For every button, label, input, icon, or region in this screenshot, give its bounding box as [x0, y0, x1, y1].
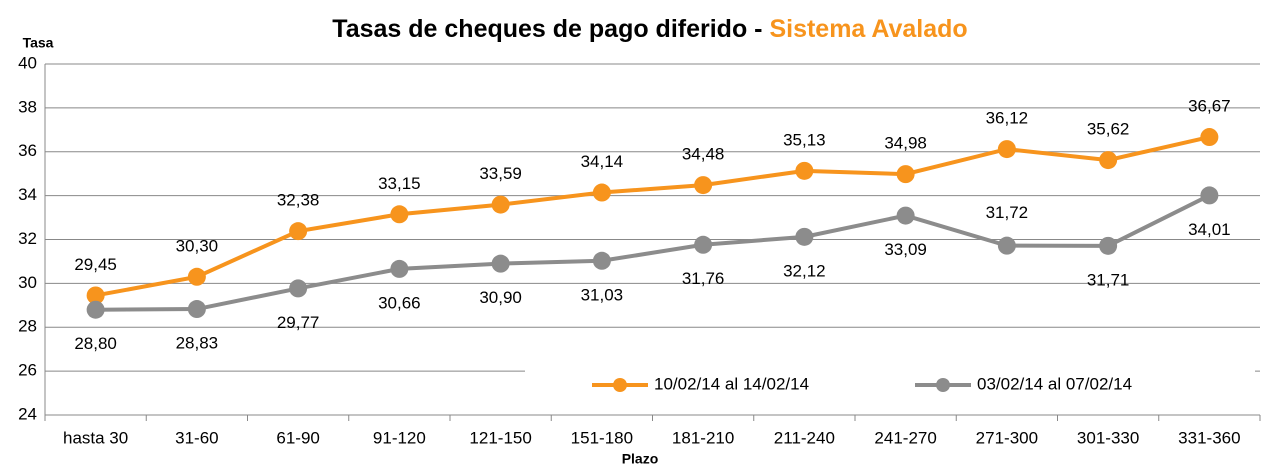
data-point — [86, 300, 105, 319]
y-tick-label: 32 — [18, 229, 37, 248]
data-point — [1099, 151, 1118, 170]
data-point — [592, 251, 611, 270]
y-tick-label: 30 — [18, 273, 37, 292]
x-tick-label: 211-240 — [774, 428, 835, 447]
x-tick-label: 241-270 — [874, 428, 936, 447]
data-label: 28,83 — [176, 334, 219, 353]
data-label: 36,12 — [986, 109, 1029, 128]
data-point — [1099, 236, 1118, 255]
data-label: 32,38 — [277, 191, 320, 210]
x-tick-label: 181-210 — [672, 428, 734, 447]
data-point — [491, 195, 510, 214]
x-tick-label: hasta 30 — [63, 428, 128, 447]
data-label: 36,67 — [1188, 97, 1231, 116]
data-label: 29,77 — [277, 313, 320, 332]
series-line — [95, 135, 1210, 298]
y-tick-label: 34 — [18, 185, 37, 204]
x-tick-label: 271-300 — [976, 428, 1038, 447]
data-label: 35,13 — [783, 130, 826, 149]
x-tick-label: 61-90 — [276, 428, 319, 447]
data-point — [997, 140, 1016, 159]
x-axis-label: Plazo — [622, 451, 659, 467]
data-point — [289, 279, 308, 298]
y-tick-label: 24 — [18, 404, 37, 423]
data-point — [694, 176, 713, 195]
data-label: 31,71 — [1087, 270, 1130, 289]
x-tick-label: 151-180 — [571, 428, 633, 447]
data-point — [491, 254, 510, 273]
y-tick-label: 40 — [18, 53, 37, 72]
data-label: 31,72 — [986, 203, 1029, 222]
x-tick-label: 91-120 — [373, 428, 426, 447]
data-label: 32,12 — [783, 261, 826, 280]
data-label: 34,14 — [581, 152, 624, 171]
x-tick-label: 331-360 — [1178, 428, 1240, 447]
x-tick-label: 301-330 — [1077, 428, 1139, 447]
data-label: 30,30 — [176, 236, 219, 255]
data-label: 30,90 — [479, 288, 522, 307]
x-tick-label: 121-150 — [469, 428, 531, 447]
data-label: 34,48 — [682, 145, 725, 164]
y-axis-label: Tasa — [23, 35, 54, 51]
y-tick-label: 36 — [18, 141, 37, 160]
data-label: 33,59 — [479, 164, 522, 183]
legend-marker — [613, 378, 627, 392]
x-tick-label: 31-60 — [175, 428, 218, 447]
y-tick-label: 28 — [18, 317, 37, 336]
data-point — [187, 300, 206, 319]
data-point — [997, 236, 1016, 255]
data-point — [187, 267, 206, 286]
legend-label: 10/02/14 al 14/02/14 — [654, 374, 809, 393]
data-point — [592, 183, 611, 202]
chart-title: Tasas de cheques de pago diferido - Sist… — [332, 15, 967, 43]
data-label: 35,62 — [1087, 120, 1130, 139]
legend-marker — [936, 378, 950, 392]
series-line — [95, 193, 1211, 312]
data-point — [795, 227, 814, 246]
data-point — [795, 161, 814, 180]
data-label: 31,76 — [682, 269, 725, 288]
y-tick-label: 26 — [18, 361, 37, 380]
data-label: 28,80 — [74, 334, 117, 353]
data-label: 29,45 — [74, 255, 117, 274]
data-point — [289, 222, 308, 241]
data-point — [896, 206, 915, 225]
legend-label: 03/02/14 al 07/02/14 — [977, 374, 1132, 393]
data-label: 31,03 — [581, 285, 624, 304]
y-tick-label: 38 — [18, 97, 37, 116]
data-label: 30,66 — [378, 293, 421, 312]
data-point — [896, 165, 915, 184]
data-point — [390, 259, 409, 278]
data-label: 34,01 — [1188, 220, 1231, 239]
data-point — [390, 205, 409, 224]
data-label: 34,98 — [884, 134, 927, 153]
data-point — [1200, 186, 1219, 205]
data-point — [694, 235, 713, 254]
data-point — [1200, 128, 1219, 147]
title-main: Tasas de cheques de pago diferido - — [332, 15, 762, 43]
data-point — [86, 286, 105, 305]
title-highlight: Sistema Avalado — [769, 15, 967, 43]
data-label: 33,15 — [378, 174, 421, 193]
data-label: 33,09 — [884, 240, 927, 259]
